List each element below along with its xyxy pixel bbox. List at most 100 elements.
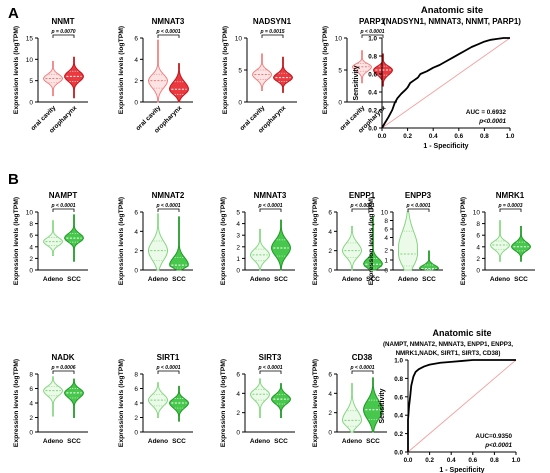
x-tick-label: Adeno [250,438,270,445]
significance-bracket [351,208,374,212]
y-tick-label: 0 [338,100,342,107]
roc-x-tick-label: 0.0 [378,133,387,140]
chart-title: SIRT1 [157,353,180,362]
y-tick-label: 4 [236,221,240,228]
p-value-label: p < 0.0001 [155,365,180,371]
roc-y-tick-label: 0.2 [394,431,403,438]
y-tick-label: 0 [328,268,332,275]
y-tick-label: 0 [29,430,33,437]
y-tick-label: 8 [134,372,138,379]
roc-auc-label: AUC=0.9350 [475,433,512,440]
violin-1 [510,226,532,262]
roc-x-tick-label: 0.8 [480,133,489,140]
violin-1 [64,378,84,418]
x-tick-label: SCC [366,276,380,283]
p-value-label: p < 0.0001 [50,203,75,209]
y-tick-label: 2 [236,244,240,251]
y-tick-label: 4 [476,244,480,251]
violin-1 [418,250,440,271]
y-tick-label: 2 [236,410,240,417]
x-tick-label: Adeno [342,438,362,445]
chart-title: NMRK1 [496,191,525,200]
violin-chart-nmnat2: 0 2 4 6 NMNAT2 Expression levels (logTPM) Aden… [118,191,193,285]
x-tick-label: SCC [67,438,81,445]
violin-fill-0 [490,220,510,262]
violin-chart-sirt1: 0 2 4 6 8 SIRT1 Expression levels (logTPM) Aden… [118,353,193,447]
x-tick-label: SCC [172,438,186,445]
significance-bracket [157,370,180,374]
violin-chart-nampt: 0 2 4 6 8 10 NAMPT Expression levels (logTPM) Ad… [13,191,88,285]
y-axis-label: Expression levels (logTPM) [118,26,125,114]
roc-auc-label: AUC = 0.6932 [466,109,507,116]
violin-0 [147,213,169,271]
y-tick-label: 6 [29,386,33,393]
y-tick-label: 3 [236,233,240,240]
x-tick-label: Adeno [43,276,63,283]
y-tick-label: 6 [134,36,138,43]
y-tick-label: 0 [384,268,388,275]
x-tick-label: SCC [274,276,288,283]
y-tick-label: 4 [328,391,332,398]
y-tick-label: 0 [328,430,332,437]
y-tick-label: 2 [476,256,480,263]
roc-x-tick-label: 0.2 [425,457,434,464]
y-tick-label: 15 [26,36,34,43]
y-tick-label: 10 [473,210,481,217]
y-tick-label: 1 [236,256,240,263]
y-axis-label: Expression levels (logTPM) [312,197,319,285]
significance-bracket [361,34,384,38]
y-tick-label: 5 [236,210,240,217]
y-tick-label: 6 [134,386,138,393]
y-tick-label: 0 [238,100,242,107]
y-tick-label: 6 [29,233,33,240]
p-value-label: p = 0.0015 [259,29,284,35]
y-axis-label: Expression levels (logTPM) [312,359,319,447]
violin-fill-0 [148,40,168,102]
y-axis-label: Expression levels (logTPM) [460,197,467,285]
p-value-label: p < 0.0001 [359,29,384,35]
y-tick-label: 4 [236,391,240,398]
y-axis-label: Expression levels (logTPM) [118,197,125,285]
roc-chart-b: Anatomic site (NAMPT, NMNAT2, NMNAT3, ENP… [379,328,521,473]
y-tick-label: 8 [384,218,388,225]
x-tick-label: Adeno [250,276,270,283]
significance-bracket [52,208,75,212]
significance-bracket [259,370,282,374]
y-tick-label: 4 [134,401,138,408]
y-tick-label: 10 [235,36,243,43]
roc-y-tick-label: 0.6 [394,394,403,401]
chart-title: ENPP1 [349,191,376,200]
violin-chart-nmrk1: 0 2 4 6 8 10 NMRK1 Expression levels (logTPM) Ad… [460,191,535,285]
y-axis-label: Expression levels (logTPM) [118,359,125,447]
roc-title: Anatomic site [421,5,483,16]
significance-bracket [52,34,75,38]
chart-title: NADK [51,353,74,362]
y-tick-label: 4 [328,229,332,236]
violin-0 [342,226,362,271]
roc-x-tick-label: 1.0 [506,133,515,140]
p-value-label: p = 0.0003 [497,203,522,209]
p-value-label: p < 0.0001 [155,203,180,209]
roc-x-tick-label: 1.0 [512,457,521,464]
p-value-label: p = 0.0070 [50,29,75,35]
roc-x-axis-label: 1 - Specificity [439,467,484,473]
p-value-label: p < 0.0001 [405,203,430,209]
roc-y-tick-label: 1.0 [368,36,377,43]
roc-y-tick-label: 0.8 [394,376,403,383]
y-tick-label: 2 [29,256,33,263]
y-tick-label: 0 [236,268,240,275]
violin-chart-nadk: 0 2 4 6 8 NADK Expression levels (logTPM) Adeno… [13,353,88,447]
p-value-label: p < 0.0001 [349,365,374,371]
y-tick-label: 2 [134,415,138,422]
chart-title: NMNAT3 [152,17,185,26]
significance-bracket [157,34,180,38]
violin-fill-0 [398,212,418,270]
violin-chart-sirt3: 0 2 4 6 SIRT3 Expression levels (logTPM) Adeno… [220,353,295,447]
y-tick-label: 5 [338,68,342,75]
roc-x-tick-label: 0.0 [404,457,413,464]
violin-1 [64,56,84,99]
violin-1 [169,216,189,271]
